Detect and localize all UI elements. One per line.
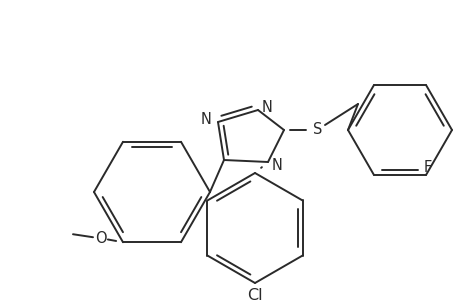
Text: N: N: [262, 100, 272, 116]
Text: Cl: Cl: [246, 287, 262, 300]
Text: O: O: [95, 231, 106, 246]
Text: N: N: [201, 112, 212, 128]
Text: S: S: [313, 122, 322, 137]
Text: F: F: [423, 160, 431, 175]
Text: N: N: [271, 158, 282, 173]
